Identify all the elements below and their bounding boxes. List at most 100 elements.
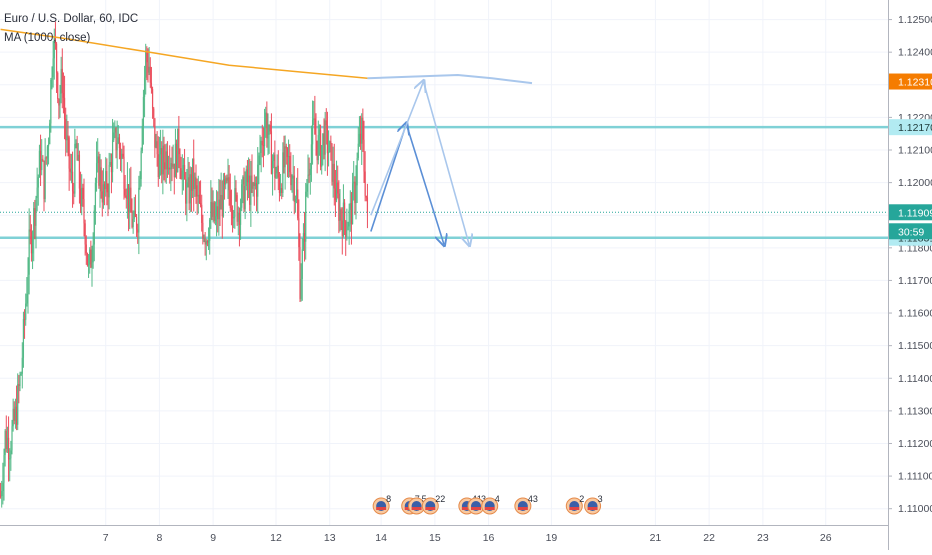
candle-body bbox=[190, 174, 193, 191]
candle-body bbox=[70, 171, 73, 173]
y-tick-label: 1.12400 bbox=[898, 47, 932, 59]
candle-body bbox=[351, 183, 354, 225]
candle-body bbox=[349, 203, 351, 210]
candle-body bbox=[62, 93, 65, 98]
economic-event-icon[interactable]: 2 bbox=[565, 494, 584, 515]
candle-body bbox=[17, 384, 19, 425]
candle-body bbox=[211, 201, 213, 217]
candle-body bbox=[324, 120, 326, 155]
candle-body bbox=[61, 68, 63, 94]
candle-body bbox=[233, 217, 235, 219]
candle-body bbox=[36, 187, 38, 198]
economic-event-icon[interactable]: 8 bbox=[372, 494, 391, 515]
candle-body bbox=[214, 216, 217, 221]
candle-body bbox=[364, 171, 366, 196]
candle-body bbox=[363, 139, 365, 172]
candle-body bbox=[318, 129, 321, 136]
drawings[interactable] bbox=[367, 74, 533, 245]
symbol-title[interactable]: Euro / U.S. Dollar, 60, IDC bbox=[4, 13, 139, 25]
candle-body bbox=[276, 165, 278, 174]
candle-body bbox=[255, 183, 258, 197]
projection-arrow-down[interactable] bbox=[422, 81, 469, 245]
candle-body bbox=[49, 123, 51, 145]
chart-legend: Euro / U.S. Dollar, 60, IDC MA (1000, cl… bbox=[4, 10, 138, 48]
event-count: 8 bbox=[386, 494, 391, 504]
candle-body bbox=[350, 203, 353, 225]
projection-curve[interactable] bbox=[367, 74, 533, 85]
candle-body bbox=[244, 186, 246, 210]
candle-body bbox=[27, 274, 29, 294]
candle-body bbox=[292, 175, 294, 179]
candle-body bbox=[265, 112, 267, 128]
candle-body bbox=[277, 165, 279, 178]
candle-body bbox=[266, 112, 268, 139]
moving-average bbox=[0, 28, 368, 80]
candle-body bbox=[50, 79, 52, 124]
y-tick-label: 1.11000 bbox=[898, 503, 932, 515]
economic-event-icon[interactable]: 3 bbox=[584, 494, 603, 515]
candle-body bbox=[219, 199, 221, 210]
x-tick-label: 8 bbox=[157, 532, 163, 544]
price-tags: 1.123101.121701.119091.1183130:59 bbox=[889, 73, 932, 246]
economic-events[interactable]: 8752241344323 bbox=[372, 494, 603, 515]
candle-body bbox=[28, 229, 30, 275]
candle-body bbox=[321, 145, 323, 167]
candle-body bbox=[222, 179, 225, 217]
candle-body bbox=[81, 187, 83, 207]
candle-body bbox=[247, 175, 250, 183]
candle-body bbox=[300, 279, 302, 299]
candle-body bbox=[23, 319, 26, 321]
candle-body bbox=[199, 203, 202, 205]
indicator-label[interactable]: MA (1000, close) bbox=[4, 32, 91, 44]
y-tick-label: 1.12500 bbox=[898, 14, 932, 26]
candle-body bbox=[19, 374, 21, 386]
candle-body bbox=[69, 168, 71, 172]
candle-body bbox=[132, 218, 134, 228]
candle-body bbox=[238, 212, 241, 225]
ma-price-tag: 1.12310 bbox=[889, 73, 932, 90]
candle-body bbox=[235, 188, 237, 196]
candle-body bbox=[286, 148, 289, 158]
candle-body bbox=[260, 140, 262, 154]
candle-body bbox=[246, 169, 249, 183]
candle-body bbox=[102, 184, 105, 203]
economic-event-icon[interactable]: 22 bbox=[421, 494, 445, 515]
economic-event-icon[interactable]: 3 bbox=[467, 494, 486, 515]
candle-body bbox=[158, 154, 161, 178]
candle-body bbox=[215, 206, 218, 217]
candle-body bbox=[99, 167, 101, 186]
candle-body bbox=[130, 187, 132, 213]
candle-body bbox=[319, 129, 322, 167]
ma-price-tag-text: 1.12310 bbox=[898, 77, 932, 89]
y-tick-label: 1.12000 bbox=[898, 177, 932, 189]
candle-body bbox=[268, 124, 270, 135]
economic-event-icon[interactable]: 4 bbox=[481, 494, 500, 515]
candle-body bbox=[236, 195, 238, 222]
candle-body bbox=[90, 249, 92, 268]
candle-body bbox=[327, 152, 330, 154]
candle-body bbox=[291, 178, 293, 186]
candle-body bbox=[242, 177, 244, 185]
candle-body bbox=[122, 153, 124, 157]
candle-body bbox=[86, 253, 89, 266]
candle-body bbox=[239, 207, 242, 225]
candle-body bbox=[9, 458, 11, 460]
candle-body bbox=[34, 208, 36, 226]
candle-body bbox=[287, 156, 290, 158]
candle-body bbox=[178, 128, 180, 155]
ma-line bbox=[0, 28, 368, 80]
candle-body bbox=[343, 202, 346, 222]
candle-body bbox=[283, 152, 285, 168]
economic-event-icon[interactable]: 43 bbox=[514, 494, 538, 515]
projection-arrow-up[interactable] bbox=[370, 82, 424, 216]
candle-body bbox=[346, 230, 348, 238]
candle-body bbox=[202, 222, 204, 239]
candle-body bbox=[204, 238, 206, 245]
candle-body bbox=[84, 223, 86, 245]
candle-body bbox=[217, 206, 219, 220]
candle-body bbox=[309, 168, 311, 175]
projection-arrow-down[interactable] bbox=[405, 123, 444, 245]
candle-body bbox=[180, 168, 182, 179]
